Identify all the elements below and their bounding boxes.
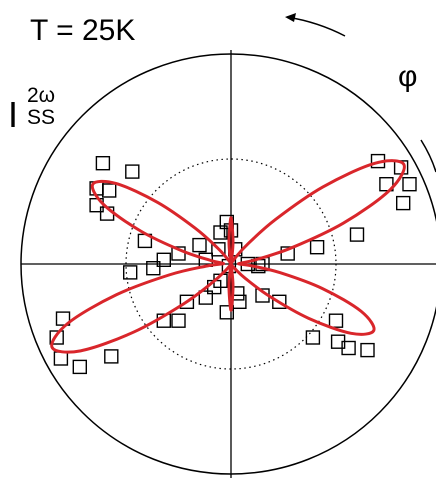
data-square [349,227,365,242]
fit-curve [50,159,406,354]
data-square [146,261,161,276]
data-square [305,330,321,345]
data-square [125,164,140,179]
data-square [219,305,235,320]
data-square [280,246,295,261]
data-square [379,176,394,192]
data-square [396,195,411,211]
data-square [72,359,88,375]
intensity-sup: 2ω [27,84,55,107]
data-square [95,155,111,171]
rotation-arc [420,139,436,173]
data-square [198,290,214,305]
title: T = 25K [30,14,135,47]
data-square [53,351,69,366]
data-square [101,183,117,198]
outer-circle [20,53,436,475]
data-square [230,286,245,301]
data-square [192,237,207,253]
data-square [171,313,186,328]
radial-grid-circle [125,158,337,370]
data-square [341,340,356,356]
rotation-arrow [286,16,346,37]
data-square [104,349,119,364]
arrow-head [285,13,296,22]
angle-label: φ [398,60,417,93]
polar-frame [20,50,436,478]
intensity-label: I [8,94,18,135]
data-square [272,294,287,309]
data-square [360,342,375,358]
data-square [179,294,195,309]
data-square [309,239,325,255]
data-square [49,330,64,345]
data-square [156,252,172,268]
data-square [402,176,417,192]
data-square [55,311,71,326]
data-square [213,225,228,240]
intensity-sub: SS [27,106,55,129]
data-square [328,313,344,328]
data-square [211,242,226,257]
data-square [122,265,138,280]
